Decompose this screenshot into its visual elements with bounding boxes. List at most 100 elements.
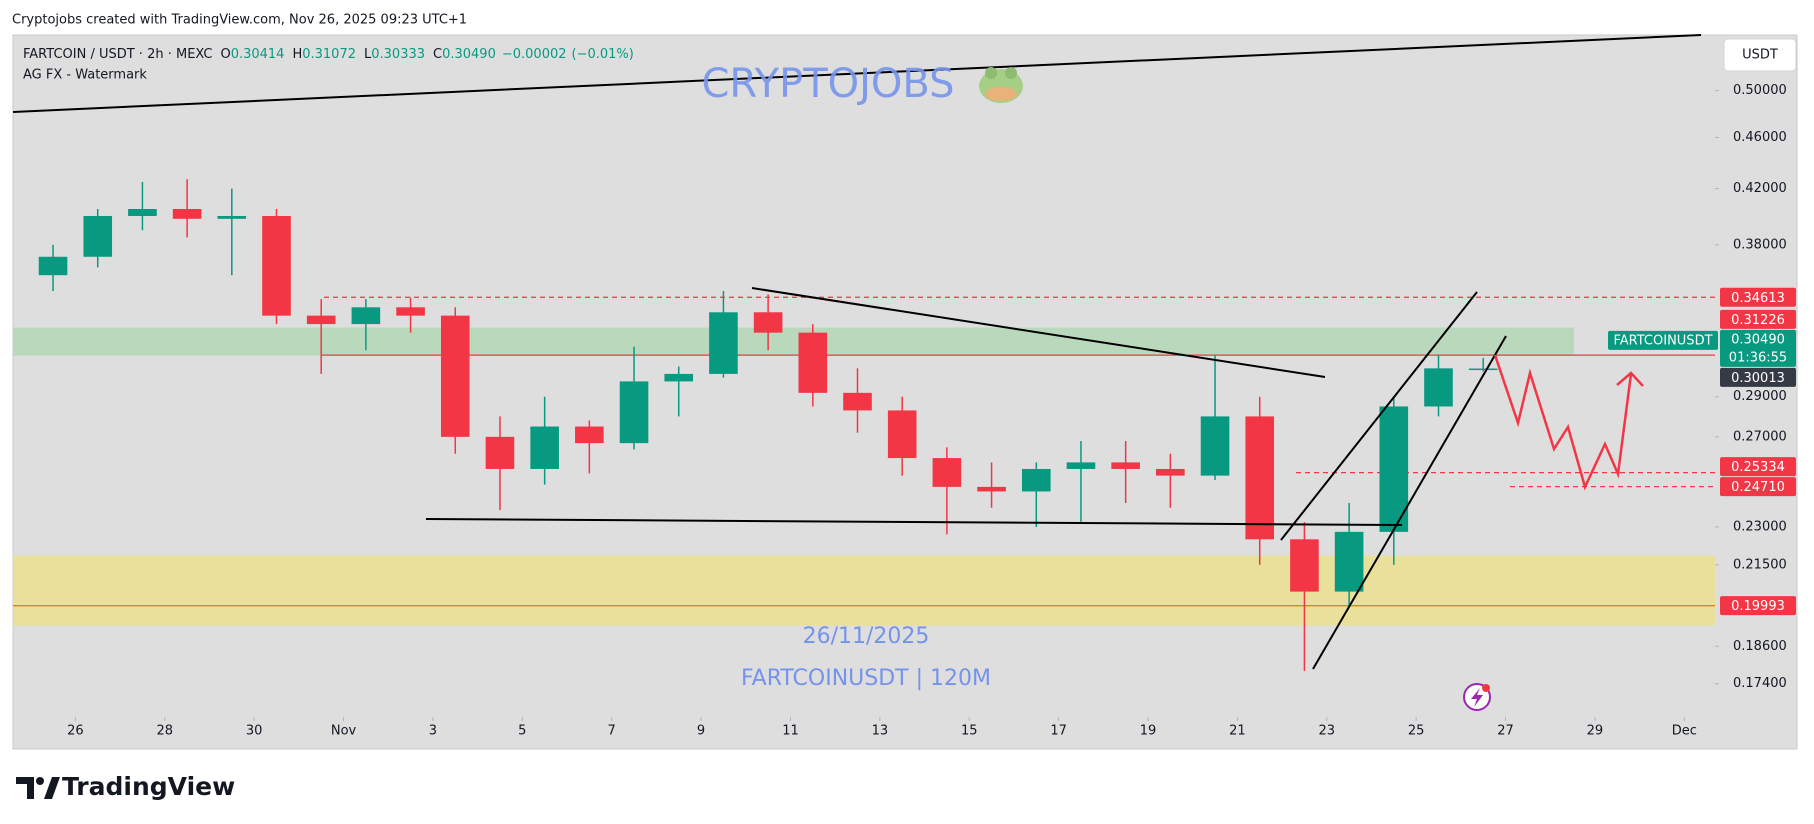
plot-area — [13, 179, 1715, 671]
candle-body — [83, 215, 113, 257]
candle-body — [1200, 416, 1230, 476]
ohlc-value: 0.30414 — [231, 47, 285, 62]
x-tick-label: 5 — [518, 724, 526, 739]
arrow-head — [1616, 371, 1644, 387]
footer-brand: TradingView — [62, 772, 235, 801]
candle-body — [1245, 416, 1275, 540]
candle-body — [619, 381, 649, 444]
price-badge-label: 0.25334 — [1731, 460, 1785, 475]
y-tick-label: 0.50000 — [1733, 83, 1787, 98]
trend-line — [12, 34, 1702, 113]
support-line — [425, 518, 1403, 526]
currency-label[interactable]: USDT — [1742, 48, 1778, 63]
price-badge-label: 0.31226 — [1731, 313, 1785, 328]
price-badge — [1720, 287, 1796, 307]
candle-body — [664, 373, 694, 382]
x-tick-label: 29 — [1587, 724, 1604, 739]
price-badge — [1720, 596, 1796, 616]
candle-body — [351, 307, 381, 325]
x-tick-label: 7 — [608, 724, 616, 739]
candle-body — [396, 307, 425, 316]
candle-body — [530, 426, 559, 469]
symbol-tag-label: FARTCOINUSDT — [1613, 333, 1712, 348]
alert-icon[interactable] — [1463, 683, 1491, 711]
price-badge-label: 0.19993 — [1731, 599, 1785, 614]
x-tick-label: 23 — [1318, 724, 1335, 739]
candle-body — [843, 392, 872, 411]
price-badge — [1720, 309, 1796, 329]
currency-button[interactable] — [1723, 38, 1797, 72]
zone — [13, 327, 1574, 356]
candle-body — [798, 332, 828, 393]
candle-body — [128, 209, 157, 216]
candle-body — [306, 315, 336, 325]
legend-symbol: FARTCOIN / USDT · 2h · MEXC — [23, 47, 212, 62]
ohlc-value: 0.30333 — [371, 47, 425, 62]
candle-body — [172, 209, 202, 219]
candle-body — [753, 312, 783, 333]
x-tick-label: 30 — [246, 724, 263, 739]
x-tick-label: Nov — [331, 724, 357, 739]
watermark-symbol: FARTCOINUSDT | 120M — [741, 666, 991, 691]
ohlc-value: 0.31072 — [302, 47, 356, 62]
trend-line — [751, 287, 1326, 378]
legend-line: FARTCOIN / USDT · 2h · MEXC O0.30414 H0.31… — [23, 47, 634, 62]
candle-body — [1334, 531, 1364, 592]
x-tick-label: 3 — [429, 724, 437, 739]
candle-body — [262, 215, 291, 316]
candle-body — [217, 215, 247, 219]
watermark-brand: CRYPTOJOBS — [701, 61, 954, 107]
y-tick-label: 0.46000 — [1733, 130, 1787, 145]
y-axis: 0.50000 0.46000 0.42000 0.38000 0.29000 0.270… — [1715, 83, 1787, 691]
price-badge — [1720, 477, 1796, 497]
x-tick-label: 9 — [697, 724, 705, 739]
x-tick-label: 25 — [1408, 724, 1425, 739]
x-tick-label: 27 — [1497, 724, 1514, 739]
channel-line — [1312, 335, 1507, 670]
projection-arrow — [1493, 354, 1633, 491]
candle-body — [977, 486, 1006, 492]
frog-icon — [979, 67, 1023, 103]
zone — [13, 555, 1715, 626]
symbol-tag — [1608, 330, 1718, 350]
x-tick-label: 15 — [961, 724, 978, 739]
candle-body — [575, 426, 604, 444]
price-badge-label: 0.30013 — [1731, 371, 1785, 386]
y-tick-label: 0.29000 — [1733, 389, 1787, 404]
candle-body — [1066, 462, 1096, 469]
x-tick-label: 17 — [1050, 724, 1067, 739]
y-tick-label: 0.38000 — [1733, 237, 1787, 252]
candle-body — [887, 410, 917, 459]
drawings — [12, 34, 1702, 670]
price-badge — [1720, 329, 1796, 367]
countdown: 01:36:55 — [1729, 350, 1787, 365]
x-tick-label: 21 — [1229, 724, 1246, 739]
y-tick-label: 0.42000 — [1733, 181, 1787, 196]
price-badge-label: 0.24710 — [1731, 480, 1785, 495]
price-badge-label: 0.30490 — [1731, 332, 1785, 347]
change-percent: (−0.01%) — [572, 47, 634, 62]
candle-body — [1379, 406, 1409, 532]
candle-body — [38, 256, 68, 276]
ohlc-key: L — [364, 47, 372, 62]
attribution: Cryptojobs created with TradingView.com,… — [12, 13, 467, 28]
y-tick-label: 0.27000 — [1733, 429, 1787, 444]
ohlc-key: H — [292, 47, 302, 62]
indicator-name: AG FX - Watermark — [23, 68, 147, 83]
candle-body — [485, 436, 515, 469]
price-badge — [1720, 367, 1796, 387]
ohlc-value: 0.30490 — [442, 47, 496, 62]
candle-body — [1290, 539, 1319, 592]
candle-body — [440, 315, 470, 437]
x-tick-label: Dec — [1672, 724, 1697, 739]
x-tick-label: 28 — [156, 724, 173, 739]
y-tick-label: 0.18600 — [1733, 639, 1787, 654]
chart-frame — [12, 34, 1798, 750]
y-tick-label: 0.21500 — [1733, 557, 1787, 572]
price-badge — [1720, 457, 1796, 477]
y-tick-label: 0.17400 — [1733, 676, 1787, 691]
ohlc-key: O — [220, 47, 230, 62]
x-tick-label: 13 — [872, 724, 889, 739]
x-tick-label: 19 — [1140, 724, 1157, 739]
